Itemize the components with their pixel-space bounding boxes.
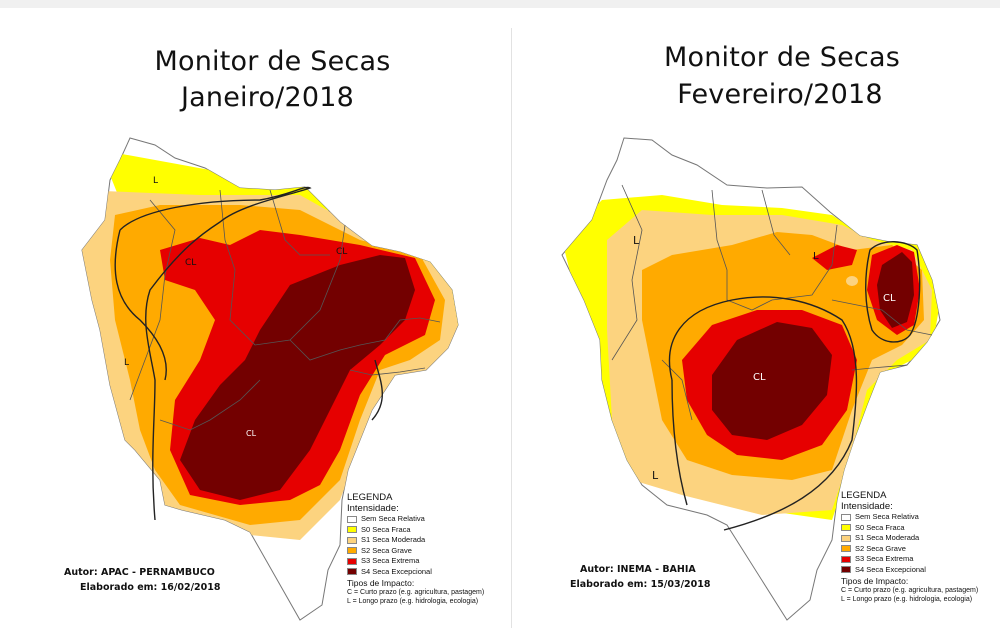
legend-item: S1 Seca Moderada	[841, 533, 978, 544]
legend-impact-title: Tipos de Impacto:	[841, 576, 909, 586]
impact-label: CL	[883, 293, 896, 304]
legend-swatch	[347, 526, 357, 534]
legend-swatch	[841, 524, 851, 532]
legend-swatch	[347, 557, 357, 565]
legend-title: LEGENDA	[347, 492, 393, 503]
map-legend: LEGENDA Intensidade: Sem Seca Relativa S…	[347, 492, 484, 606]
zone-s4	[712, 322, 832, 440]
legend-item: S1 Seca Moderada	[347, 535, 484, 546]
map-legend: LEGENDA Intensidade: Sem Seca Relativa S…	[841, 490, 978, 604]
legend-impact-long: L = Longo prazo (e.g. hidrologia, ecolog…	[841, 596, 973, 603]
legend-impact-short: C = Curto prazo (e.g. agricultura, pasta…	[841, 587, 979, 594]
impact-label: L	[153, 176, 158, 186]
legend-title: LEGENDA	[841, 490, 887, 501]
legend-swatch	[347, 547, 357, 555]
drought-map-february: L L CL CL L	[561, 137, 941, 621]
map-elaborated-date: Elaborado em: 16/02/2018	[80, 582, 221, 593]
drought-map-january: L CL CL L CL	[81, 137, 459, 621]
legend-swatch	[347, 568, 357, 576]
legend-swatch	[841, 555, 851, 563]
map-title-line2: Janeiro/2018	[181, 82, 354, 113]
map-title-line1: Monitor de Secas	[664, 42, 900, 73]
legend-item: S3 Seca Extrema	[347, 556, 484, 567]
legend-item: S2 Seca Grave	[841, 544, 978, 555]
legend-swatch	[841, 545, 851, 553]
impact-label: L	[633, 234, 640, 247]
legend-subtitle: Intensidade:	[841, 501, 893, 512]
impact-label: L	[652, 469, 659, 482]
legend-item: S4 Seca Excepcional	[347, 567, 484, 578]
map-elaborated-date: Elaborado em: 15/03/2018	[570, 579, 711, 590]
legend-swatch	[347, 536, 357, 544]
zone-s1-spot	[846, 276, 858, 286]
impact-label: CL	[246, 429, 257, 438]
legend-swatch	[841, 566, 851, 574]
legend-swatch	[347, 515, 357, 523]
map-author: Autor: APAC - PERNAMBUCO	[64, 567, 215, 578]
impact-outlines	[668, 241, 921, 531]
panel-divider	[511, 28, 512, 628]
impact-label: L	[813, 251, 819, 262]
legend-subtitle: Intensidade:	[347, 503, 399, 514]
legend-impact-long: L = Longo prazo (e.g. hidrologia, ecolog…	[347, 598, 479, 605]
legend-item: Sem Seca Relativa	[347, 514, 484, 525]
map-author: Autor: INEMA - BAHIA	[580, 564, 696, 575]
impact-label: L	[124, 358, 129, 368]
impact-label: CL	[185, 258, 196, 268]
legend-swatch	[841, 534, 851, 542]
legend-item: S4 Seca Excepcional	[841, 565, 978, 576]
state-boundaries	[611, 184, 933, 421]
impact-label: CL	[336, 247, 347, 257]
map-title-line1: Monitor de Secas	[154, 46, 391, 77]
map-title-line2: Fevereiro/2018	[677, 79, 883, 110]
impact-outlines	[114, 186, 384, 521]
legend-item: S3 Seca Extrema	[841, 554, 978, 565]
legend-item: S0 Seca Fraca	[841, 523, 978, 534]
map-panel-january: Monitor de Secas Janeiro/2018	[64, 46, 484, 621]
legend-item: S2 Seca Grave	[347, 546, 484, 557]
zone-s3	[812, 245, 857, 270]
legend-item: S0 Seca Fraca	[347, 525, 484, 536]
zone-s4	[877, 252, 914, 328]
legend-swatch	[841, 513, 851, 521]
legend-item: Sem Seca Relativa	[841, 512, 978, 523]
legend-impact-title: Tipos de Impacto:	[347, 578, 415, 588]
legend-impact-short: C = Curto prazo (e.g. agricultura, pasta…	[347, 589, 485, 596]
top-strip	[0, 0, 1000, 8]
zone-s4	[180, 255, 415, 500]
state-boundaries	[129, 189, 441, 431]
impact-label: CL	[753, 372, 766, 383]
map-panel-february: Monitor de Secas Fevereiro/2018	[512, 0, 1000, 635]
